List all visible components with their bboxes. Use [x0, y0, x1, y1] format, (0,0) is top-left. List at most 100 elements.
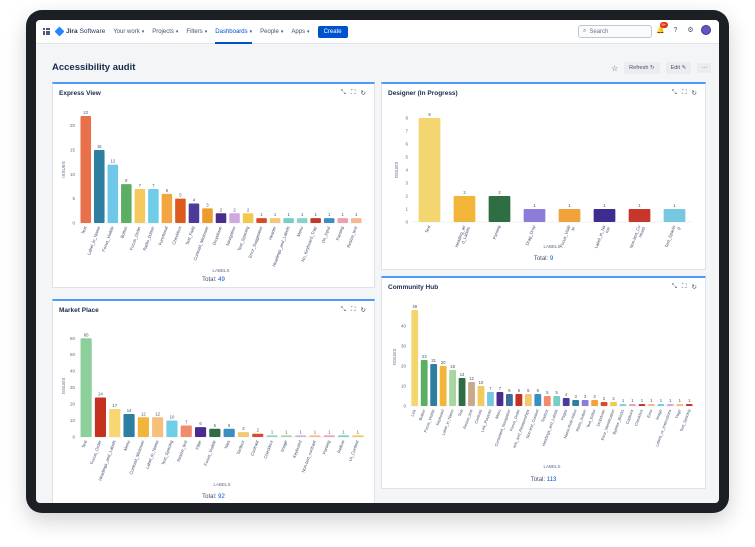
refresh-icon[interactable]: ↻: [691, 90, 697, 97]
bar-keyboard[interactable]: [295, 435, 307, 437]
refresh-icon[interactable]: ↻: [691, 284, 697, 291]
bar-focus-visible[interactable]: [209, 428, 221, 437]
bar-text[interactable]: [80, 338, 92, 437]
bar-consistent-navigation[interactable]: [505, 394, 513, 406]
settings-gear-icon[interactable]: ⚙: [687, 26, 694, 34]
bar-button[interactable]: [420, 360, 428, 406]
total-value[interactable]: 49: [218, 277, 225, 283]
nav-filters[interactable]: Filters ▾: [186, 20, 207, 44]
nav-people[interactable]: People ▾: [260, 20, 283, 44]
bar-headings-and-labels[interactable]: [109, 409, 121, 437]
expand-icon[interactable]: ⛶: [681, 283, 687, 290]
bar-captions[interactable]: [629, 404, 636, 406]
app-switcher-icon[interactable]: [43, 28, 50, 35]
nav-apps[interactable]: Apps ▾: [291, 20, 309, 44]
bar-filter[interactable]: [194, 427, 207, 437]
refresh-icon[interactable]: ↻: [360, 90, 366, 97]
bar-textbox[interactable]: [543, 396, 551, 406]
bar-info-and-relationships[interactable]: [524, 394, 532, 406]
bar-image[interactable]: [280, 435, 292, 437]
create-button[interactable]: Create: [317, 25, 348, 38]
bar-parsing[interactable]: [488, 196, 511, 222]
bar-text-spacing[interactable]: [242, 213, 254, 223]
bar-name-role-value[interactable]: [572, 400, 580, 406]
bar-text[interactable]: [458, 378, 466, 406]
star-icon[interactable]: ☆: [611, 63, 619, 73]
bar-text[interactable]: [418, 118, 441, 222]
bar-contrast[interactable]: [252, 433, 264, 437]
bar-heading-and-labels[interactable]: [453, 196, 476, 222]
bar-text-field[interactable]: [188, 203, 200, 223]
bar-menu[interactable]: [496, 392, 504, 406]
bar-focus-order[interactable]: [134, 188, 146, 223]
total-value[interactable]: 92: [218, 494, 225, 500]
minimize-icon[interactable]: ⤡: [671, 283, 677, 290]
bar-checkbox[interactable]: [266, 435, 278, 437]
total-value[interactable]: 9: [549, 256, 554, 262]
bar-resize-text[interactable]: [350, 218, 362, 223]
bar-non-text-contrast[interactable]: [309, 435, 321, 437]
bar-link[interactable]: [411, 310, 419, 406]
edit-button[interactable]: Edit ✎: [665, 62, 692, 74]
bar-non-text-contrast[interactable]: [628, 209, 651, 222]
bar-focus-order[interactable]: [515, 394, 523, 406]
bar-menu[interactable]: [123, 413, 135, 437]
bar-menu[interactable]: [296, 218, 308, 223]
bar-non-text-content[interactable]: [534, 394, 542, 406]
bar-pages[interactable]: [562, 398, 570, 406]
refresh-icon[interactable]: ↻: [360, 307, 366, 314]
bar-headings-and-labels[interactable]: [553, 396, 561, 406]
bar-focus-order[interactable]: [94, 397, 107, 437]
total-value[interactable]: 113: [546, 477, 557, 483]
bar-link-purpose[interactable]: [487, 392, 494, 406]
bar-navigation[interactable]: [229, 213, 240, 223]
more-actions-button[interactable]: ···: [697, 63, 712, 73]
expand-icon[interactable]: ⛶: [681, 89, 687, 96]
bar-error[interactable]: [647, 404, 655, 406]
bar-label-in-name[interactable]: [449, 370, 457, 406]
bar-contrast-minimum[interactable]: [202, 208, 213, 223]
bar-functional[interactable]: [161, 193, 173, 223]
bar-image[interactable]: [657, 404, 665, 406]
bar-parsing[interactable]: [323, 435, 335, 437]
bar-label-in-name[interactable]: [94, 150, 105, 223]
bar-label-in-name[interactable]: [152, 417, 164, 437]
minimize-icon[interactable]: ⤡: [671, 89, 677, 96]
bar-tiles[interactable]: [223, 428, 235, 437]
bar-focus-visible[interactable]: [107, 164, 119, 223]
bar-ui-content[interactable]: [352, 435, 364, 437]
bar-textbox[interactable]: [237, 432, 250, 437]
bar-page[interactable]: [676, 404, 684, 406]
bar-label-in-name[interactable]: [593, 209, 616, 222]
expand-icon[interactable]: ⛶: [350, 89, 356, 96]
bar-button[interactable]: [121, 184, 132, 223]
bar-parsing[interactable]: [337, 218, 348, 223]
help-icon[interactable]: ?: [673, 26, 678, 34]
bar-dropdown[interactable]: [215, 213, 227, 223]
bar-reflow[interactable]: [337, 435, 350, 437]
nav-your-work[interactable]: Your work ▾: [113, 20, 144, 44]
minimize-icon[interactable]: ⤡: [340, 89, 346, 96]
nav-dashboards[interactable]: Dashboards ▾: [215, 20, 252, 44]
bar-text-spacing[interactable]: [685, 404, 693, 406]
bar-headings-and-labels[interactable]: [283, 218, 294, 223]
bar-on-input[interactable]: [323, 218, 335, 223]
notifications-icon[interactable]: 🔔 9+: [656, 21, 668, 34]
bar-resize-text[interactable]: [180, 425, 192, 437]
bar-text-editor[interactable]: [591, 400, 599, 406]
bar-contrast-minimum[interactable]: [137, 417, 149, 437]
bar-focus-visible[interactable]: [430, 364, 438, 406]
minimize-icon[interactable]: ⤡: [340, 306, 346, 313]
nav-projects[interactable]: Projects ▾: [152, 20, 178, 44]
bar-dropdown[interactable]: [600, 402, 608, 406]
bar-keyboard[interactable]: [439, 366, 447, 406]
bar-focus-visible[interactable]: [558, 209, 581, 222]
bar-error-suggestion[interactable]: [256, 218, 267, 223]
bar-header[interactable]: [269, 218, 281, 223]
search-input[interactable]: ⌕ Search: [578, 25, 652, 38]
bar-resize-text[interactable]: [468, 382, 475, 406]
bar-contrast[interactable]: [477, 386, 485, 406]
bar-error-identification[interactable]: [610, 402, 617, 406]
expand-icon[interactable]: ⛶: [350, 306, 356, 313]
user-avatar[interactable]: [701, 25, 711, 35]
